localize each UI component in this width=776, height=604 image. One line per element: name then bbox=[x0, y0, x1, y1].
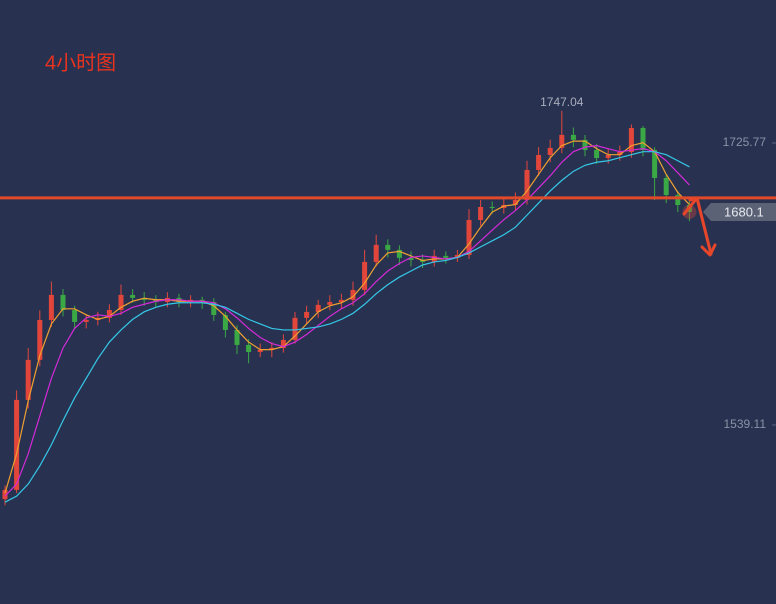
candle-body bbox=[536, 155, 542, 170]
moving-average bbox=[4, 140, 690, 494]
candle-body bbox=[118, 294, 124, 311]
chart-title: 4小时图 bbox=[45, 51, 116, 74]
candle-body bbox=[640, 127, 646, 151]
y-tick-label: 1725.77 bbox=[723, 135, 767, 149]
moving-average bbox=[4, 151, 690, 503]
candle-body bbox=[246, 344, 252, 353]
candle-body bbox=[675, 195, 681, 206]
candle-body bbox=[48, 294, 54, 320]
arrow-down-head bbox=[700, 243, 717, 257]
candle-body bbox=[25, 359, 31, 400]
candle-body bbox=[489, 206, 495, 209]
arrow-up bbox=[682, 196, 699, 216]
candle-body bbox=[582, 139, 588, 151]
candle-body bbox=[524, 169, 530, 201]
candle-body bbox=[547, 147, 553, 156]
trend-arrows bbox=[682, 196, 717, 257]
candle-body bbox=[106, 310, 112, 318]
candle-body bbox=[466, 219, 472, 256]
candle-body bbox=[72, 310, 78, 322]
candle-body bbox=[130, 294, 136, 298]
candle-body bbox=[222, 314, 228, 330]
candle-body bbox=[141, 297, 147, 300]
candle-body bbox=[512, 200, 518, 206]
candle-body bbox=[327, 302, 333, 305]
candle-body bbox=[338, 299, 344, 302]
candle-body bbox=[315, 304, 321, 312]
high-label: 1747.04 bbox=[540, 95, 584, 109]
candle-body bbox=[37, 319, 43, 360]
candle-body bbox=[269, 347, 275, 350]
price-tag-label: 1680.1 bbox=[724, 204, 764, 219]
candle-body bbox=[211, 302, 217, 315]
candle-body bbox=[478, 206, 484, 220]
candle-body bbox=[373, 244, 379, 262]
y-tick-label: 1539.11 bbox=[724, 417, 767, 431]
candle-body bbox=[628, 127, 634, 152]
candle-body bbox=[304, 311, 310, 318]
candle-body bbox=[292, 317, 298, 340]
candle-body bbox=[559, 134, 565, 148]
candle-body bbox=[570, 134, 576, 140]
candle-body bbox=[234, 329, 240, 345]
last-price-glow bbox=[682, 204, 697, 219]
candle-body bbox=[396, 249, 402, 258]
candle-body bbox=[257, 349, 263, 353]
candle-body bbox=[594, 150, 600, 159]
candle-body bbox=[14, 399, 20, 490]
candle-body bbox=[652, 150, 658, 178]
candle-body bbox=[280, 339, 286, 348]
candle-body bbox=[617, 151, 623, 156]
candle-body bbox=[362, 261, 368, 290]
candle-body bbox=[605, 155, 611, 159]
candle-body bbox=[83, 319, 89, 322]
candle-body bbox=[663, 177, 669, 196]
candle-body bbox=[443, 255, 449, 258]
candle-body bbox=[408, 257, 414, 261]
candle-body bbox=[454, 255, 460, 258]
arrow-down bbox=[695, 196, 713, 256]
candle-body bbox=[350, 289, 356, 300]
candle-body bbox=[2, 489, 8, 500]
candle-body bbox=[60, 294, 66, 311]
price-tag bbox=[703, 202, 776, 221]
moving-average bbox=[4, 145, 690, 497]
plot: 1725.77 1539.11 1747.04 1680.1 bbox=[0, 95, 776, 506]
candle-body bbox=[385, 244, 391, 250]
